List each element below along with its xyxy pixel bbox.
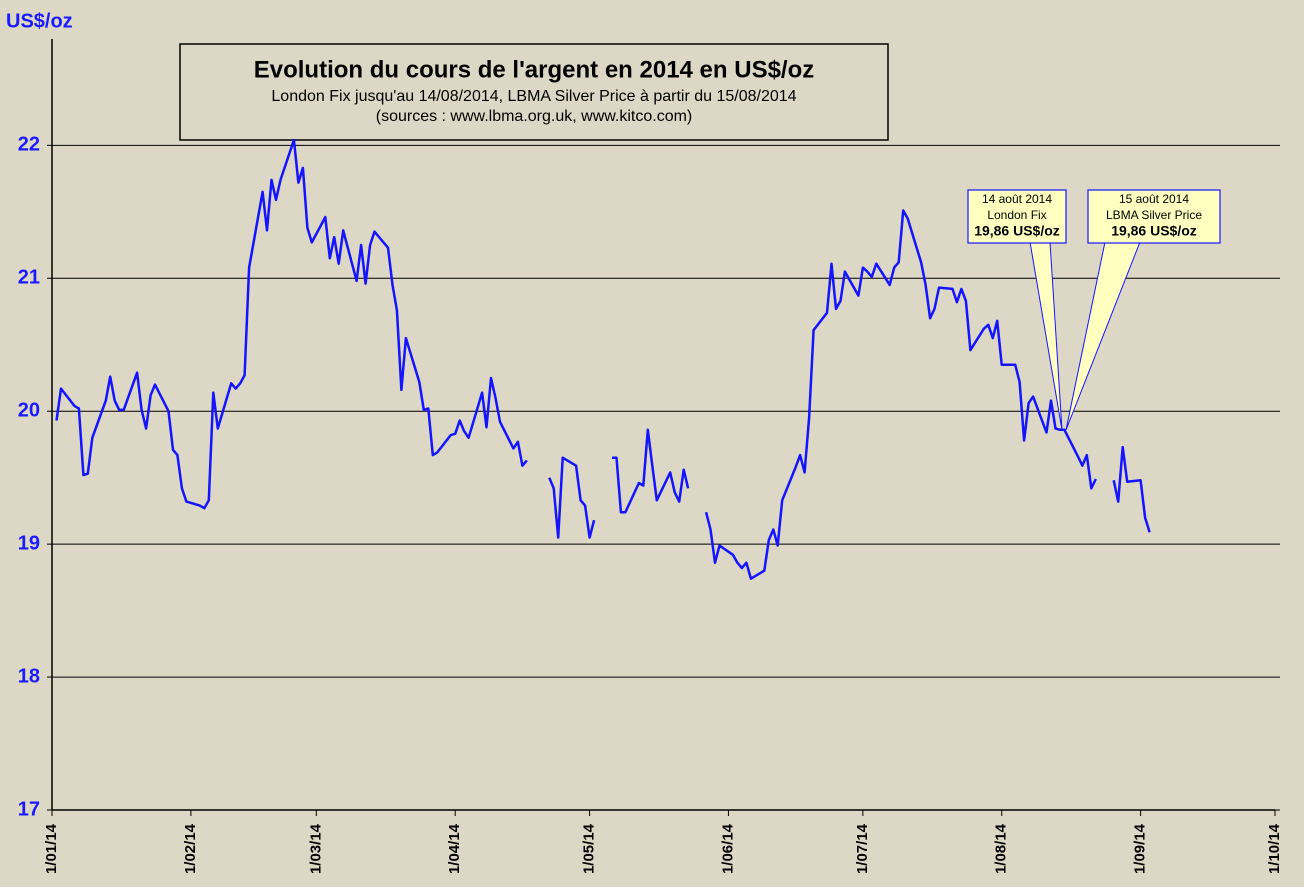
y-axis-label: US$/oz — [6, 10, 73, 32]
x-tick-label: 1/08/14 — [993, 823, 1010, 874]
y-tick-label: 22 — [18, 134, 40, 156]
chart-subtitle: London Fix jusqu'au 14/08/2014, LBMA Sil… — [271, 88, 796, 105]
x-tick-label: 1/04/14 — [446, 823, 463, 874]
callout-text: 15 août 2014 — [1119, 192, 1189, 206]
callout-box — [967, 189, 1067, 244]
callout-text: LBMA Silver Price — [1106, 208, 1202, 222]
callout-box — [1087, 189, 1221, 244]
price-line — [55, 138, 1151, 580]
callout-text: London Fix — [987, 208, 1046, 222]
x-tick-label: 1/09/14 — [1132, 823, 1149, 874]
x-tick-label: 1/07/14 — [854, 823, 871, 874]
y-tick-label: 18 — [18, 665, 40, 687]
chart-title: Evolution du cours de l'argent en 2014 e… — [254, 56, 815, 83]
callout-pointer — [1065, 241, 1141, 431]
chart-source: (sources : www.lbma.org.uk, www.kitco.co… — [376, 108, 693, 125]
callout-text: 19,86 US$/oz — [974, 223, 1060, 239]
y-tick-label: 20 — [18, 399, 40, 421]
title-box — [179, 43, 889, 141]
x-tick-label: 1/10/14 — [1266, 823, 1283, 874]
y-tick-label: 19 — [18, 532, 40, 554]
x-tick-label: 1/03/14 — [307, 823, 324, 874]
x-tick-label: 1/05/14 — [581, 823, 598, 874]
callout-text: 19,86 US$/oz — [1111, 223, 1197, 239]
x-tick-label: 1/06/14 — [719, 823, 736, 874]
callout-text: 14 août 2014 — [982, 192, 1052, 206]
x-tick-label: 1/02/14 — [182, 823, 199, 874]
y-tick-label: 21 — [18, 267, 40, 289]
y-tick-label: 17 — [18, 798, 40, 820]
x-tick-label: 1/01/14 — [43, 823, 60, 874]
